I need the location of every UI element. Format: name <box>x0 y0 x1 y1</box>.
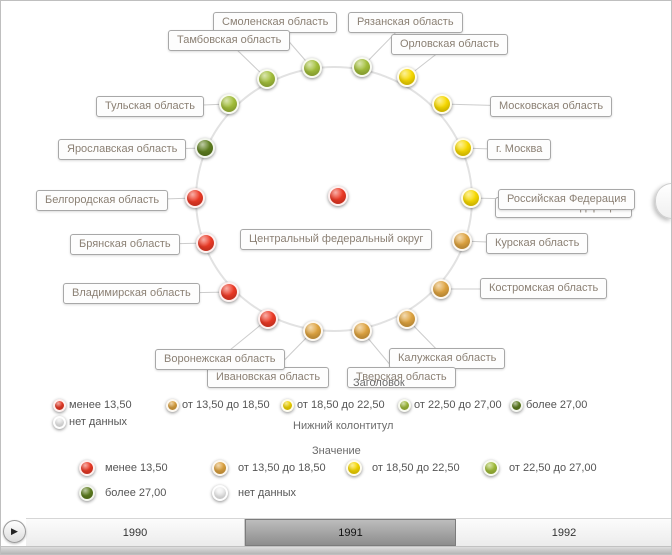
region-dot[interactable] <box>302 58 322 78</box>
legend-label: нет данных <box>238 487 297 499</box>
region-label: Российская Федерация <box>498 189 636 210</box>
region-dot[interactable] <box>258 309 278 329</box>
region-label: Белгородская область <box>36 190 169 211</box>
region-dot[interactable] <box>257 69 277 89</box>
legend-label: нет данных <box>69 416 128 428</box>
legend-swatch <box>281 399 294 412</box>
timeline: 1990 1991 1992 ▶ <box>1 518 671 546</box>
legend-label: более 27,00 <box>526 399 588 411</box>
region-dot[interactable] <box>452 231 472 251</box>
center-region-dot[interactable] <box>328 186 348 206</box>
region-label: Владимирская область <box>63 283 200 304</box>
timeline-year-1990[interactable]: 1990 <box>26 519 245 546</box>
region-label: Орловская область <box>391 34 509 55</box>
region-label: Ивановская область <box>207 367 330 388</box>
region-label: Тульская область <box>96 96 204 117</box>
legend-label: более 27,00 <box>105 487 167 499</box>
play-icon: ▶ <box>11 526 18 536</box>
legend-swatch <box>79 485 95 501</box>
region-dot[interactable] <box>432 94 452 114</box>
legend-swatch <box>53 416 66 429</box>
legend-label: менее 13,50 <box>105 462 168 474</box>
region-dot[interactable] <box>185 188 205 208</box>
legend-swatch <box>346 460 362 476</box>
legend-label: от 18,50 до 22,50 <box>372 462 460 474</box>
center-region-label: Центральный федеральный округ <box>240 229 433 250</box>
region-dot[interactable] <box>195 138 215 158</box>
legend-swatch <box>53 399 66 412</box>
legend-label: от 13,50 до 18,50 <box>238 462 326 474</box>
region-label: г. Москва <box>487 139 552 160</box>
region-label: Костромская область <box>480 278 608 299</box>
region-dot[interactable] <box>352 321 372 341</box>
legend-swatch <box>398 399 411 412</box>
region-dot[interactable] <box>219 94 239 114</box>
legend-swatch <box>79 460 95 476</box>
region-label: Тамбовская область <box>168 30 291 51</box>
bottom-scrollbar[interactable] <box>1 546 671 554</box>
region-label: Рязанская область <box>348 12 463 33</box>
timeline-track[interactable]: 1990 1991 1992 <box>26 518 671 546</box>
legend-label: от 22,50 до 27,00 <box>509 462 597 474</box>
region-dot[interactable] <box>397 309 417 329</box>
legend-label: менее 13,50 <box>69 399 132 411</box>
legend-swatch <box>166 399 179 412</box>
timeline-year-1992[interactable]: 1992 <box>456 519 671 546</box>
region-dot[interactable] <box>461 188 481 208</box>
legend-swatch <box>510 399 523 412</box>
region-dot[interactable] <box>352 57 372 77</box>
legend-swatch <box>212 460 228 476</box>
region-label: Тверская область <box>347 367 456 388</box>
play-button[interactable]: ▶ <box>3 520 26 543</box>
region-dot[interactable] <box>196 233 216 253</box>
legend-swatch <box>212 485 228 501</box>
legend-label: от 22,50 до 27,00 <box>414 399 502 411</box>
region-dot[interactable] <box>397 67 417 87</box>
legend-label: от 18,50 до 22,50 <box>297 399 385 411</box>
region-label: Московская область <box>490 96 613 117</box>
legend-label: от 13,50 до 18,50 <box>182 399 270 411</box>
region-label: Ярославская область <box>58 139 187 160</box>
region-dot[interactable] <box>303 321 323 341</box>
region-label: Курская область <box>486 233 589 254</box>
region-dot[interactable] <box>431 279 451 299</box>
region-dot[interactable] <box>219 282 239 302</box>
region-label: Смоленская область <box>213 12 338 33</box>
region-label: Брянская область <box>70 234 180 255</box>
legend-swatch <box>483 460 499 476</box>
value-legend-title: Значение <box>312 445 361 457</box>
timeline-year-1991[interactable]: 1991 <box>245 519 456 546</box>
chart-title: Заголовок <box>353 377 405 389</box>
chart-footer: Нижний колонтитул <box>293 420 394 432</box>
region-dot[interactable] <box>453 138 473 158</box>
region-label: Воронежская область <box>155 349 285 370</box>
